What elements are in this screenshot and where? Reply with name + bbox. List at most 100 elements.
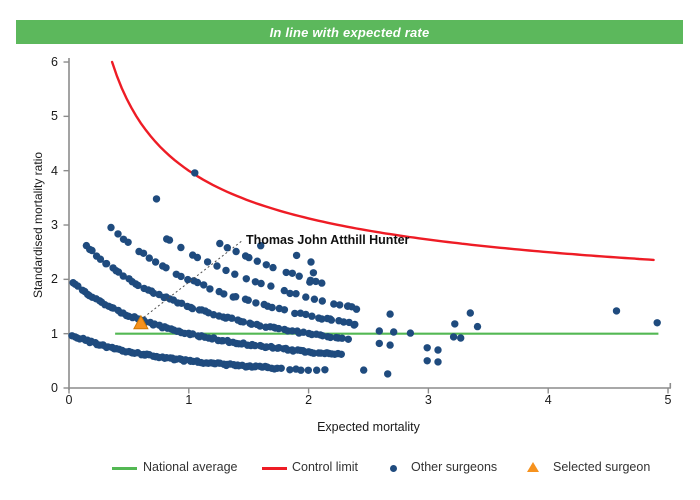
other-surgeon-dot[interactable] bbox=[280, 286, 288, 295]
other-surgeon-dot[interactable] bbox=[252, 299, 260, 307]
other-surgeon-dot[interactable] bbox=[245, 253, 253, 262]
other-surgeon-dot[interactable] bbox=[449, 333, 458, 341]
other-surgeon-dot[interactable] bbox=[188, 304, 197, 313]
other-surgeon-dot[interactable] bbox=[451, 320, 459, 328]
other-surgeon-dot[interactable] bbox=[223, 244, 231, 252]
other-surgeon-dot[interactable] bbox=[307, 258, 315, 266]
other-surgeon-dot[interactable] bbox=[384, 370, 392, 378]
other-surgeon-dot[interactable] bbox=[119, 272, 128, 280]
other-surgeon-dot[interactable] bbox=[177, 299, 186, 307]
other-surgeon-dot[interactable] bbox=[337, 350, 345, 358]
other-surgeon-dot[interactable] bbox=[612, 307, 621, 315]
other-surgeon-dot[interactable] bbox=[327, 316, 336, 324]
other-surgeon-dot[interactable] bbox=[360, 366, 368, 374]
selected-surgeon-marker[interactable] bbox=[133, 314, 149, 330]
other-surgeon-dot[interactable] bbox=[280, 306, 289, 314]
other-surgeon-dot[interactable] bbox=[336, 301, 344, 309]
other-surgeon-dot[interactable] bbox=[386, 341, 394, 349]
other-surgeon-dot[interactable] bbox=[318, 315, 326, 323]
other-surgeon-dot[interactable] bbox=[386, 310, 394, 318]
other-surgeon-dot[interactable] bbox=[165, 236, 174, 244]
other-surgeon-dot[interactable] bbox=[330, 300, 338, 308]
other-surgeon-dot[interactable] bbox=[203, 258, 212, 266]
other-surgeon-dot[interactable] bbox=[344, 302, 352, 310]
other-surgeon-dot[interactable] bbox=[145, 254, 153, 262]
other-surgeon-dot[interactable] bbox=[286, 366, 294, 374]
other-surgeon-dot[interactable] bbox=[434, 358, 442, 366]
other-surgeon-dot[interactable] bbox=[466, 309, 474, 317]
other-surgeon-dot[interactable] bbox=[262, 261, 270, 269]
other-surgeon-dot[interactable] bbox=[114, 230, 122, 238]
other-surgeon-dot[interactable] bbox=[88, 246, 96, 255]
other-surgeon-dot[interactable] bbox=[220, 290, 228, 298]
other-surgeon-dot[interactable] bbox=[423, 344, 431, 352]
other-surgeon-dot[interactable] bbox=[257, 279, 265, 288]
other-surgeon-dot[interactable] bbox=[312, 277, 320, 286]
other-surgeon-dot[interactable] bbox=[291, 309, 299, 318]
other-surgeon-dot[interactable] bbox=[286, 289, 294, 298]
other-surgeon-dot[interactable] bbox=[653, 319, 661, 327]
other-surgeon-dot[interactable] bbox=[139, 249, 148, 257]
other-surgeon-dot[interactable] bbox=[434, 346, 442, 354]
other-surgeon-dot[interactable] bbox=[149, 289, 158, 297]
other-surgeon-dot[interactable] bbox=[162, 264, 170, 272]
other-surgeon-dot[interactable] bbox=[102, 259, 111, 268]
other-surgeon-dot[interactable] bbox=[338, 334, 346, 342]
other-surgeon-dot[interactable] bbox=[96, 255, 105, 263]
other-surgeon-dot[interactable] bbox=[423, 357, 431, 365]
other-surgeon-dot[interactable] bbox=[340, 318, 348, 326]
other-surgeon-dot[interactable] bbox=[473, 322, 482, 331]
other-surgeon-dot[interactable] bbox=[310, 295, 319, 303]
other-surgeon-dot[interactable] bbox=[268, 303, 276, 312]
other-surgeon-dot[interactable] bbox=[151, 258, 160, 266]
other-surgeon-dot[interactable] bbox=[321, 366, 329, 374]
other-surgeon-dot[interactable] bbox=[191, 169, 199, 177]
other-surgeon-dot[interactable] bbox=[277, 364, 285, 372]
other-surgeon-dot[interactable] bbox=[228, 314, 236, 322]
other-surgeon-dot[interactable] bbox=[267, 282, 275, 290]
other-surgeon-dot[interactable] bbox=[352, 305, 361, 313]
other-surgeon-dot[interactable] bbox=[152, 195, 161, 203]
other-surgeon-dot[interactable] bbox=[306, 278, 314, 286]
other-surgeon-dot[interactable] bbox=[193, 253, 202, 262]
other-surgeon-dot[interactable] bbox=[193, 278, 202, 287]
other-surgeon-dot[interactable] bbox=[318, 297, 326, 305]
other-surgeon-dot[interactable] bbox=[269, 263, 277, 272]
other-surgeon-dot[interactable] bbox=[275, 324, 283, 333]
other-surgeon-dot[interactable] bbox=[244, 296, 252, 304]
other-surgeon-dot[interactable] bbox=[292, 251, 301, 260]
other-surgeon-dot[interactable] bbox=[302, 310, 310, 319]
other-surgeon-dot[interactable] bbox=[134, 281, 142, 290]
other-surgeon-dot[interactable] bbox=[304, 366, 312, 374]
other-surgeon-dot[interactable] bbox=[232, 247, 240, 256]
other-surgeon-dot[interactable] bbox=[107, 223, 115, 232]
other-surgeon-dot[interactable] bbox=[253, 257, 261, 265]
other-surgeon-dot[interactable] bbox=[297, 366, 305, 374]
other-surgeon-dot[interactable] bbox=[318, 279, 326, 287]
other-surgeon-dot[interactable] bbox=[213, 262, 221, 270]
other-surgeon-dot[interactable] bbox=[239, 318, 247, 326]
other-surgeon-dot[interactable] bbox=[124, 238, 132, 246]
other-surgeon-dot[interactable] bbox=[222, 266, 230, 275]
other-surgeon-dot[interactable] bbox=[257, 242, 265, 250]
other-surgeon-dot[interactable] bbox=[251, 341, 259, 350]
other-surgeon-dot[interactable] bbox=[282, 268, 290, 277]
other-surgeon-dot[interactable] bbox=[292, 290, 300, 298]
other-surgeon-dot[interactable] bbox=[247, 320, 256, 328]
other-surgeon-dot[interactable] bbox=[302, 293, 310, 301]
other-surgeon-dot[interactable] bbox=[390, 328, 398, 336]
other-surgeon-dot[interactable] bbox=[200, 281, 208, 289]
other-surgeon-dot[interactable] bbox=[313, 366, 321, 374]
other-surgeon-dot[interactable] bbox=[375, 339, 383, 348]
other-surgeon-dot[interactable] bbox=[295, 272, 303, 280]
other-surgeon-dot[interactable] bbox=[375, 327, 383, 335]
other-surgeon-dot[interactable] bbox=[350, 321, 358, 329]
other-surgeon-dot[interactable] bbox=[309, 269, 318, 277]
other-surgeon-dot[interactable] bbox=[308, 312, 316, 320]
other-surgeon-dot[interactable] bbox=[288, 269, 296, 277]
other-surgeon-dot[interactable] bbox=[326, 333, 335, 342]
other-surgeon-dot[interactable] bbox=[457, 334, 465, 342]
other-surgeon-dot[interactable] bbox=[177, 272, 185, 281]
other-surgeon-dot[interactable] bbox=[232, 293, 240, 301]
other-surgeon-dot[interactable] bbox=[242, 275, 250, 283]
